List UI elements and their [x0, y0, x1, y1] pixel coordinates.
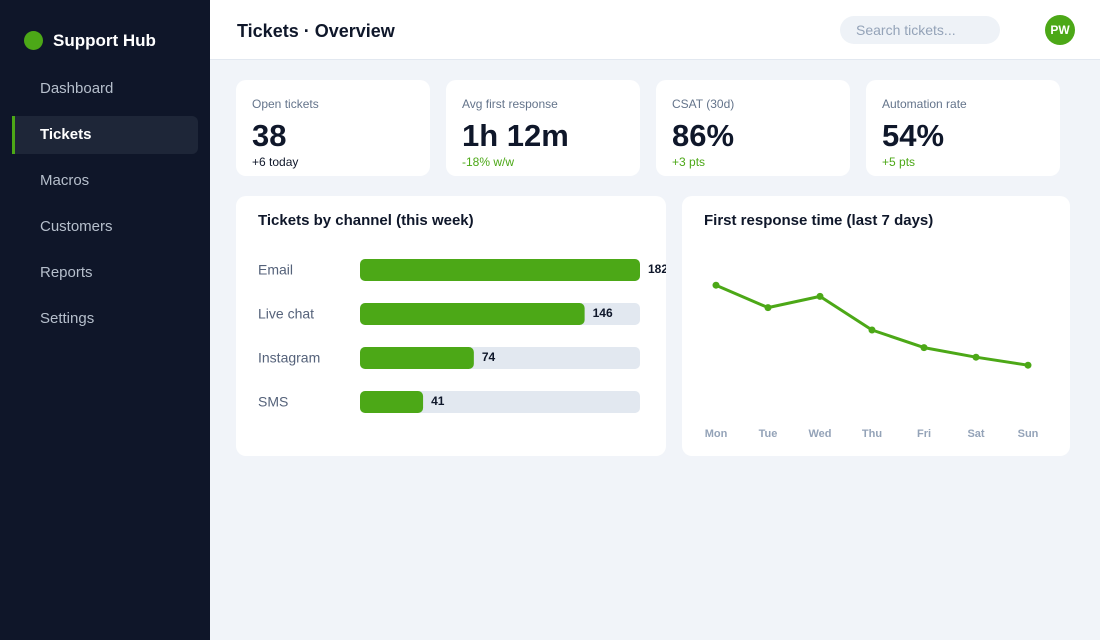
chart-title: First response time (last 7 days) [704, 212, 933, 229]
point [816, 292, 824, 300]
bar-label: Email [258, 262, 293, 278]
point [972, 353, 980, 361]
nav-item[interactable]: Dashboard [40, 80, 114, 97]
kpi-label: CSAT (30d) [672, 97, 735, 111]
nav-item[interactable]: Tickets [12, 116, 198, 154]
x-tick-label: Sat [967, 428, 984, 440]
bar-label: Live chat [258, 306, 314, 322]
chart: First response time (last 7 days) Mon Tue W… [704, 212, 1039, 440]
nav-item[interactable]: Settings [40, 310, 95, 327]
bar [360, 391, 424, 413]
kpi-card: CSAT (30d) 86% +3 pts [656, 80, 850, 176]
brand-logo [24, 31, 43, 50]
line [715, 283, 1029, 367]
kpi-card: Avg first response 1h 12m -18% w/w [446, 80, 640, 176]
chart: Tickets by channel (this week) Email 182 Li… [258, 212, 666, 413]
bar-track [360, 391, 640, 413]
kpi-label: Automation rate [882, 97, 967, 111]
x-tick-label: Thu [862, 428, 882, 440]
kpi-value: 38 [252, 118, 287, 153]
nav-item[interactable]: Reports [40, 264, 93, 281]
brand-name: Support Hub [53, 31, 156, 50]
kpi-label: Avg first response [462, 97, 558, 111]
kpi-delta: -18% w/w [462, 155, 515, 169]
search-box[interactable]: Search tickets... [840, 16, 1000, 44]
nav-item[interactable]: Customers [40, 218, 113, 235]
bar-value: 182 [648, 262, 666, 276]
header: Tickets · Overview Search tickets... PW [210, 0, 1100, 60]
kpi-value: 54% [882, 118, 945, 153]
bar-label: Instagram [258, 350, 320, 366]
kpi-value: 86% [672, 118, 735, 153]
x-tick-label: Sun [1018, 428, 1039, 440]
kpi-delta: +6 today [252, 155, 299, 169]
chart-title: Tickets by channel (this week) [258, 212, 474, 229]
kpi-card: Automation rate 54% +5 pts [866, 80, 1060, 176]
nav-item[interactable]: Macros [40, 172, 90, 189]
avatar[interactable]: PW [1045, 15, 1075, 45]
chart-card: Tickets by channel (this week) Email 182 Li… [236, 196, 666, 456]
chart-card: First response time (last 7 days) Mon Tue W… [682, 196, 1070, 456]
kpi-value: 1h 12m [462, 118, 569, 153]
kpi-delta: +3 pts [672, 155, 706, 169]
x-tick-label: Tue [759, 428, 778, 440]
bar-label: SMS [258, 394, 288, 410]
bar-value: 146 [593, 306, 613, 320]
point [712, 281, 720, 289]
kpi-delta: +5 pts [882, 155, 916, 169]
x-tick-label: Mon [705, 428, 728, 440]
kpi-label: Open tickets [252, 97, 319, 111]
bar [360, 303, 585, 325]
bar [360, 259, 640, 281]
point [868, 326, 876, 334]
point [1024, 361, 1032, 369]
bar-value: 74 [482, 350, 496, 364]
x-tick-label: Wed [808, 428, 831, 440]
x-tick-label: Fri [917, 428, 931, 440]
point [920, 344, 928, 352]
page-title: Tickets · Overview [237, 21, 395, 41]
bar-value: 41 [431, 394, 445, 408]
bar [360, 347, 474, 369]
sidebar: Support Hub Dashboard Tickets Macros Custom… [0, 0, 210, 640]
kpi-card: Open tickets 38 +6 today [236, 80, 430, 176]
point [764, 304, 772, 312]
